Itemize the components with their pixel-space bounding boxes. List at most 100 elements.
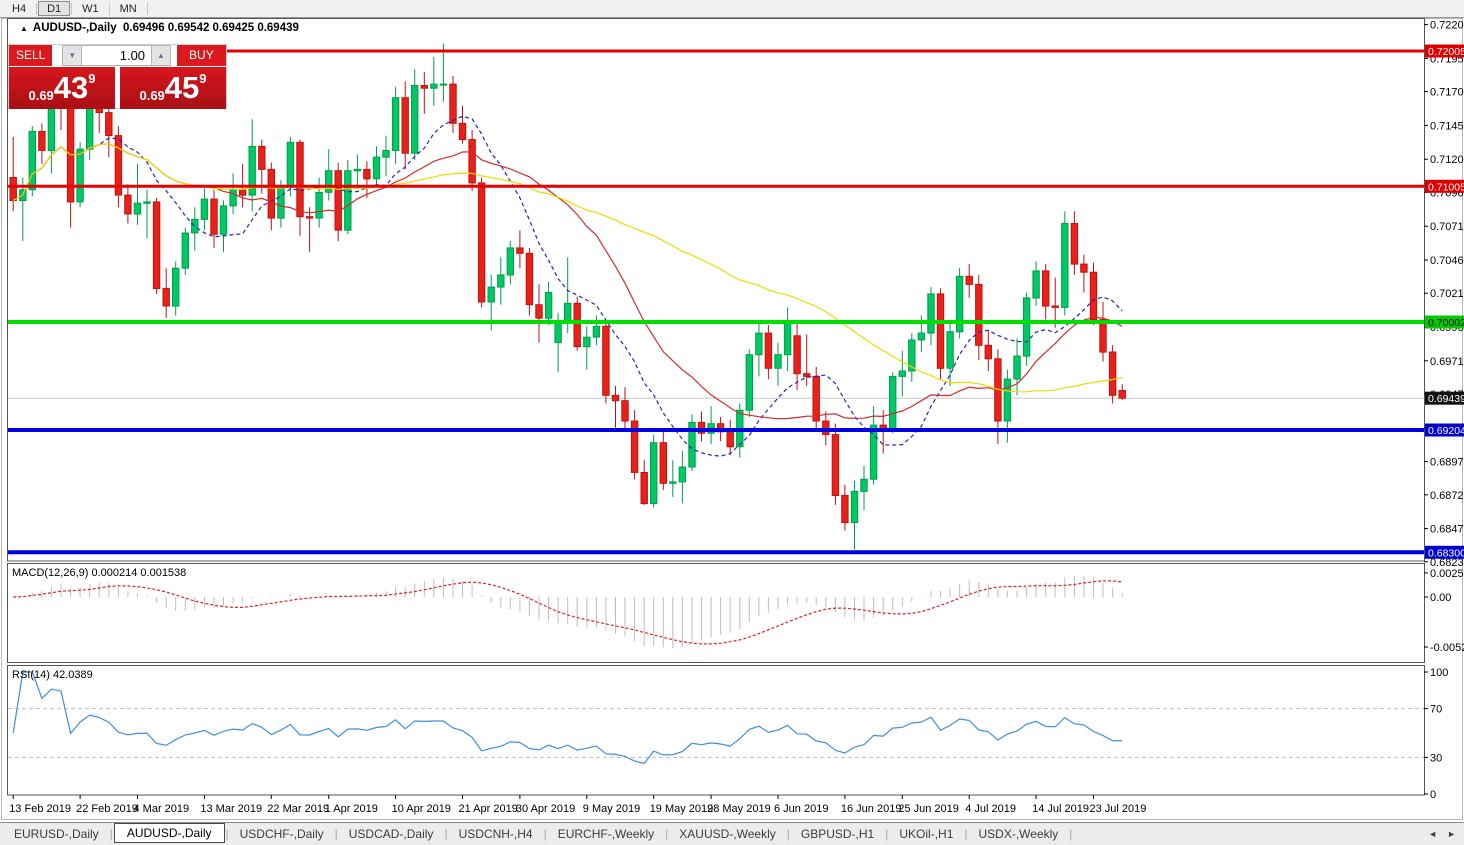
axis-label-0.71005: 0.71005 [1425,179,1464,193]
svg-text:9 May 2019: 9 May 2019 [583,803,640,815]
symbol-tab-bar: EURUSD-,Daily | AUDUSD-,Daily | USDCHF-,Dail… [0,822,1464,845]
timeframe-toolbar: H4 D1 W1 MN [0,0,1464,18]
toolbar-separator [108,2,110,15]
buy-button[interactable]: BUY [176,45,226,66]
tab-audusd-daily[interactable]: AUDUSD-,Daily [113,823,225,843]
timeframe-button-w1[interactable]: W1 [82,3,99,15]
chart-symbol-label: AUDUSD-,Daily [32,22,117,34]
toolbar-separator [36,2,38,15]
tab-ukoil-h1[interactable]: UKOil-,H1 [899,827,954,841]
collapse-triangle-icon[interactable]: ▲ [20,24,28,33]
sell-price-big: 43 [53,70,89,105]
macd-histogram [22,575,1123,648]
tab-separator: | [885,827,889,841]
tab-scroll-right-icon[interactable]: ► [1447,829,1456,839]
lot-size-input[interactable] [82,45,152,66]
svg-text:0.69715: 0.69715 [1430,356,1464,368]
macd-indicator-label: MACD(12,26,9) 0.000214 0.001538 [12,567,187,579]
svg-text:1 Apr 2019: 1 Apr 2019 [325,803,378,815]
svg-text:0.70215: 0.70215 [1430,288,1464,300]
svg-text:0.71005: 0.71005 [1428,181,1464,193]
svg-text:21 Apr 2019: 21 Apr 2019 [459,803,518,815]
tab-separator: | [1069,827,1073,841]
rsi-axis: 100 70 30 0 [1424,667,1448,801]
buy-price-big: 45 [164,70,200,105]
svg-text:0: 0 [1430,789,1436,801]
one-click-trade-panel: SELL ▼ ▲ BUY 0.69 43 9 0.69 45 9 [8,44,227,109]
svg-text:0.002522: 0.002522 [1430,568,1464,580]
axis-label-0.70002: 0.70002 [1425,315,1464,329]
timeframe-button-h4[interactable]: H4 [12,3,27,15]
svg-text:19 May 2019: 19 May 2019 [650,803,714,815]
svg-text:0.00: 0.00 [1430,592,1451,604]
svg-text:13 Feb 2019: 13 Feb 2019 [9,803,71,815]
tab-usdcad-daily[interactable]: USDCAD-,Daily [348,827,434,841]
tab-separator: | [444,827,448,841]
toolbar-separator [146,2,148,15]
svg-text:0.68475: 0.68475 [1430,524,1464,536]
tab-separator: | [543,827,547,841]
buy-price-button[interactable]: 0.69 45 9 [120,67,226,109]
axis-label-0.68300: 0.68300 [1425,545,1464,559]
svg-text:4 Jul 2019: 4 Jul 2019 [965,803,1016,815]
svg-text:13 Mar 2019: 13 Mar 2019 [200,803,262,815]
candles [9,43,1126,550]
lot-decrease-button[interactable]: ▼ [62,45,83,66]
tab-usdcnh-h4[interactable]: USDCNH-,H4 [458,827,533,841]
tab-eurusd-daily[interactable]: EURUSD-,Daily [14,827,99,841]
macd-pane-border [7,563,1425,663]
chart-ohlc-values: 0.69496 0.69542 0.69425 0.69439 [123,22,299,34]
svg-text:25 Jun 2019: 25 Jun 2019 [898,803,959,815]
svg-text:23 Jul 2019: 23 Jul 2019 [1090,803,1147,815]
svg-text:22 Mar 2019: 22 Mar 2019 [267,803,329,815]
sell-price-button[interactable]: 0.69 43 9 [9,67,115,109]
tab-scroll-left-icon[interactable]: ◄ [1428,829,1438,839]
lot-increase-button[interactable]: ▲ [151,45,171,66]
svg-text:0.71205: 0.71205 [1430,154,1464,166]
tab-usdx-weekly[interactable]: USDX-,Weekly [978,827,1059,841]
svg-text:0.68300: 0.68300 [1428,547,1464,559]
timeframe-button-mn[interactable]: MN [119,3,137,15]
tab-separator: | [665,827,669,841]
tab-gbpusd-h1[interactable]: GBPUSD-,H1 [800,827,875,841]
svg-text:0.70002: 0.70002 [1428,317,1464,329]
rsi-line [12,671,1123,765]
svg-text:28 May 2019: 28 May 2019 [707,803,771,815]
main-pane-border [7,18,1425,562]
tab-usdchf-daily[interactable]: USDCHF-,Daily [239,827,324,841]
svg-text:6 Jun 2019: 6 Jun 2019 [774,803,828,815]
buy-price-prefix: 0.69 [139,88,165,103]
svg-text:100: 100 [1430,667,1448,679]
sell-button[interactable]: SELL [9,45,53,66]
axis-label-0.69204: 0.69204 [1425,423,1464,437]
tab-xauusd-weekly[interactable]: XAUUSD-,Weekly [679,827,776,841]
svg-text:0.71455: 0.71455 [1430,120,1464,132]
macd-axis: 0.002522 0.00 -0.005234 [1424,568,1464,654]
tab-eurchf-weekly[interactable]: EURCHF-,Weekly [557,827,655,841]
svg-text:-0.005234: -0.005234 [1430,642,1464,654]
svg-text:0.72005: 0.72005 [1428,46,1464,58]
tab-separator: | [786,827,790,841]
toolbar-separator [71,2,73,15]
timeframe-button-d1[interactable]: D1 [38,1,71,16]
svg-text:30: 30 [1430,752,1442,764]
svg-text:0.71705: 0.71705 [1430,87,1464,99]
rsi-pane-border [7,665,1425,796]
tab-separator: | [334,827,338,841]
svg-text:30 Apr 2019: 30 Apr 2019 [516,803,575,815]
svg-text:0.69204: 0.69204 [1428,425,1464,437]
svg-text:4 Mar 2019: 4 Mar 2019 [134,803,190,815]
chart-title: ▲ AUDUSD-,Daily 0.69496 0.69542 0.69425 0… [20,22,299,34]
svg-text:0.68725: 0.68725 [1430,490,1464,502]
svg-text:0.69439: 0.69439 [1428,393,1464,405]
buy-price-sup: 9 [199,71,207,86]
window-frame [1,18,1463,820]
rsi-indicator-label: RSI(14) 42.0389 [12,669,93,681]
